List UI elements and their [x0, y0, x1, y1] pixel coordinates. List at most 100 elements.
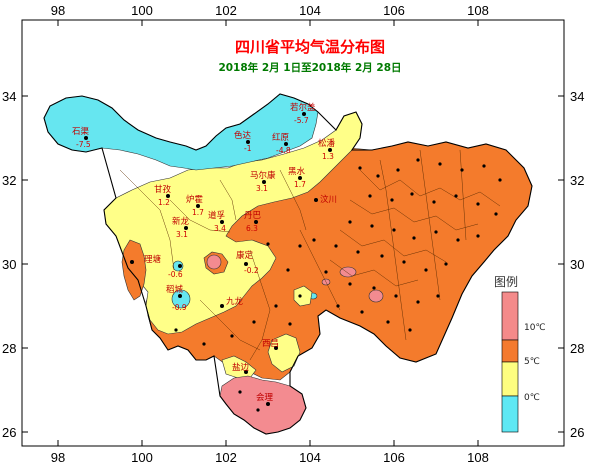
station-label: 松潘 — [318, 138, 336, 149]
station-value: -0.6 — [168, 270, 183, 279]
station-label: 石渠 — [72, 126, 90, 137]
x-tick-bottom-98: 98 — [51, 450, 65, 465]
x-tick-bottom-108: 108 — [467, 450, 489, 465]
station-value: -7.5 — [76, 140, 91, 149]
station-value: 6.3 — [246, 224, 258, 233]
legend: 图例 10℃ 5℃ 0℃ — [494, 275, 546, 433]
station-label: 汶川 — [320, 194, 337, 205]
station-value: 1.2 — [158, 198, 170, 207]
county-boundaries — [119, 149, 501, 361]
station-value: -5.7 — [294, 116, 309, 125]
station-label: 西昌 — [262, 339, 279, 349]
station-songpan: 松潘 1.3 — [318, 138, 336, 161]
station-label: 稻城 — [166, 284, 184, 295]
station-label: 甘孜 — [154, 184, 172, 195]
station-wenchuan: 汶川 — [314, 194, 337, 205]
station-dots-east — [174, 158, 502, 412]
station-xichang: 西昌 — [262, 339, 279, 350]
map-subtitle: 2018年 2月 1日至2018年 2月 28日 — [218, 61, 401, 74]
station-value: 1.7 — [294, 180, 306, 189]
station-value: -0.9 — [172, 303, 187, 312]
x-tick-top-106: 106 — [383, 3, 405, 18]
province-outline — [43, 93, 533, 435]
station-label: 丹巴 — [244, 211, 262, 221]
station-label: 会理 — [256, 392, 274, 403]
station-value: 1.3 — [322, 152, 334, 161]
hot-patch-3 — [368, 289, 384, 303]
legend-swatch-0-to-5 — [501, 361, 519, 397]
x-tick-bottom-104: 104 — [299, 450, 321, 465]
y-axis-left: 34 32 30 28 26 — [2, 89, 28, 440]
x-tick-top-102: 102 — [215, 3, 237, 18]
x-axis-bottom: 98 100 102 104 106 108 — [51, 440, 489, 465]
x-tick-top-100: 100 — [131, 3, 153, 18]
station-ganzi: 甘孜 1.2 — [154, 184, 172, 207]
y-axis-right: 34 32 30 28 26 — [558, 89, 584, 440]
legend-swatch-above-10 — [501, 291, 519, 341]
mild-patch-south — [267, 333, 301, 373]
station-label: 道孚 — [208, 210, 226, 221]
legend-swatch-below-0 — [501, 395, 519, 433]
station-shiqu: 石渠 -7.5 — [72, 126, 91, 149]
station-value: 1.7 — [192, 208, 204, 217]
y-tick-right-34: 34 — [570, 89, 584, 104]
station-label: 红原 — [272, 132, 289, 143]
legend-swatch-5-to-10 — [501, 339, 519, 363]
y-tick-left-32: 32 — [2, 173, 16, 188]
cold-patch-daocheng — [171, 289, 191, 309]
station-jiulong: 九龙 — [220, 296, 244, 308]
station-value: 3.1 — [256, 184, 268, 193]
legend-label-5: 5℃ — [524, 357, 540, 367]
x-tick-top-108: 108 — [467, 3, 489, 18]
station-batang — [130, 260, 134, 264]
mild-patch-center — [293, 285, 313, 307]
station-heishui: 黑水 1.7 — [288, 166, 306, 189]
legend-label-0: 0℃ — [524, 393, 540, 403]
station-label: 黑水 — [288, 166, 306, 177]
station-label: 盐边 — [232, 362, 250, 373]
hot-patch-2 — [339, 266, 357, 278]
station-value: -0.2 — [244, 266, 259, 275]
station-value: -4.8 — [276, 146, 291, 155]
station-yanbian: 盐边 — [232, 362, 250, 374]
station-maerkang: 马尔康 3.1 — [250, 170, 276, 193]
station-value: 3.4 — [214, 224, 226, 233]
y-tick-left-28: 28 — [2, 341, 16, 356]
station-litang: 理塘 -0.6 — [144, 254, 183, 279]
station-xinlong: 新龙 3.1 — [172, 216, 190, 239]
station-hongyuan: 红原 -4.8 — [272, 132, 291, 155]
hot-patch-1 — [206, 254, 222, 270]
station-huili: 会理 — [256, 392, 274, 406]
y-tick-left-26: 26 — [2, 425, 16, 440]
y-tick-right-30: 30 — [570, 257, 584, 272]
y-tick-right-26: 26 — [570, 425, 584, 440]
station-value: -1 — [244, 144, 252, 153]
station-label: 新龙 — [172, 216, 190, 227]
station-label: 九龙 — [226, 296, 244, 307]
station-label: 马尔康 — [250, 170, 276, 181]
x-tick-top-104: 104 — [299, 3, 321, 18]
map-title: 四川省平均气温分布图 — [235, 38, 385, 56]
station-value: 3.1 — [176, 230, 188, 239]
x-tick-bottom-106: 106 — [383, 450, 405, 465]
x-tick-bottom-102: 102 — [215, 450, 237, 465]
stations: 若尔盖 -5.7 石渠 -7.5 色达 -1 红原 -4.8 松潘 1.3 甘孜… — [72, 102, 502, 412]
y-tick-left-30: 30 — [2, 257, 16, 272]
station-daofu: 道孚 3.4 — [208, 210, 226, 233]
station-daocheng: 稻城 -0.9 — [166, 284, 187, 312]
y-tick-left-34: 34 — [2, 89, 16, 104]
x-axis-top: 98 100 102 104 106 108 — [51, 3, 489, 26]
y-tick-right-32: 32 — [570, 173, 584, 188]
legend-title: 图例 — [494, 275, 518, 289]
station-seda: 色达 -1 — [234, 130, 252, 153]
station-label: 理塘 — [144, 254, 162, 265]
station-label: 炉霍 — [186, 194, 203, 205]
y-tick-right-28: 28 — [570, 341, 584, 356]
legend-label-10: 10℃ — [524, 323, 546, 333]
station-label: 色达 — [234, 130, 252, 141]
station-kangding: 康定 -0.2 — [236, 250, 259, 275]
x-tick-bottom-100: 100 — [131, 450, 153, 465]
x-tick-top-98: 98 — [51, 3, 65, 18]
